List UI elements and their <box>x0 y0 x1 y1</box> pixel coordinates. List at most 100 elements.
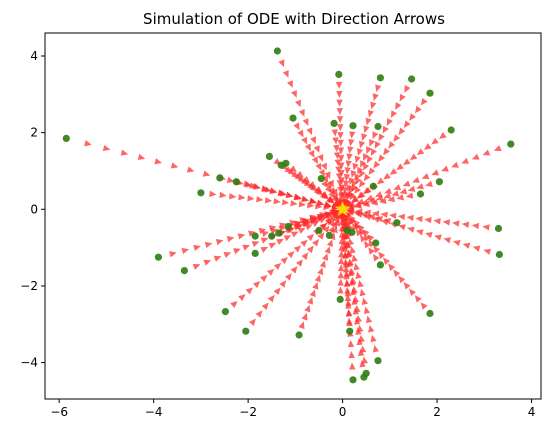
direction-arrow <box>256 196 264 203</box>
initial-point <box>335 70 343 78</box>
direction-arrow <box>343 270 350 278</box>
direction-arrow <box>362 187 371 195</box>
direction-arrow <box>405 192 414 199</box>
direction-arrow <box>355 327 362 335</box>
direction-arrow <box>345 299 352 307</box>
direction-arrow <box>322 253 329 261</box>
direction-arrow <box>357 166 364 175</box>
direction-arrow <box>335 200 342 208</box>
direction-arrow <box>317 154 324 162</box>
direction-arrow <box>363 153 369 161</box>
direction-arrow <box>340 214 347 222</box>
direction-arrow <box>350 196 359 204</box>
direction-arrow <box>346 319 353 327</box>
direction-arrow <box>311 220 320 228</box>
direction-arrow <box>316 199 325 206</box>
direction-arrow <box>321 180 328 188</box>
direction-arrow <box>344 289 352 297</box>
initial-point <box>348 228 356 236</box>
direction-arrow <box>238 193 246 201</box>
initial-point <box>360 373 368 381</box>
direction-arrow <box>331 225 338 234</box>
direction-arrow <box>333 152 341 160</box>
direction-arrow <box>238 294 246 302</box>
direction-arrow <box>441 165 449 172</box>
direction-arrow <box>344 167 351 175</box>
direction-arrow <box>356 148 364 156</box>
direction-arrow <box>242 244 251 251</box>
direction-arrow <box>345 160 352 168</box>
direction-arrow <box>245 287 254 295</box>
direction-arrow <box>293 122 300 131</box>
direction-arrow <box>364 240 371 249</box>
direction-arrow <box>261 230 270 237</box>
direction-arrow <box>260 237 269 244</box>
direction-arrow <box>352 162 359 171</box>
direction-arrow <box>421 173 430 180</box>
initial-point <box>275 229 283 237</box>
initial-point <box>251 249 259 257</box>
direction-arrow <box>366 155 374 164</box>
direction-arrow <box>351 254 358 263</box>
direction-arrow <box>243 180 251 187</box>
direction-arrow <box>423 143 432 150</box>
direction-arrow <box>342 186 349 195</box>
direction-arrow <box>354 173 361 182</box>
direction-arrow <box>368 167 376 175</box>
direction-arrow <box>279 222 287 229</box>
direction-arrow <box>388 141 396 149</box>
direction-arrow <box>192 263 201 270</box>
direction-arrow <box>378 133 385 142</box>
direction-arrow <box>350 170 357 178</box>
initial-point <box>295 331 303 339</box>
direction-arrow <box>363 209 371 216</box>
direction-arrow <box>337 286 344 294</box>
initial-point <box>416 190 425 198</box>
direction-arrow <box>354 222 361 231</box>
direction-arrow <box>373 160 381 169</box>
direction-arrow <box>338 250 345 258</box>
direction-arrow <box>313 145 320 153</box>
direction-arrow <box>306 297 314 305</box>
direction-arrow <box>260 185 269 192</box>
direction-arrow <box>337 147 345 155</box>
direction-arrow <box>361 133 368 141</box>
direction-arrow <box>233 248 241 255</box>
direction-arrow <box>363 162 370 171</box>
direction-arrow <box>337 124 344 132</box>
direction-arrow <box>348 186 355 195</box>
direction-arrow <box>297 227 306 234</box>
direction-arrow <box>406 214 414 222</box>
direction-arrow <box>335 166 342 174</box>
direction-arrow <box>443 237 452 244</box>
direction-arrow <box>399 93 406 102</box>
direction-arrow <box>186 166 195 173</box>
direction-arrow <box>296 259 303 267</box>
initial-point <box>325 231 333 239</box>
direction-arrow <box>343 265 350 273</box>
initial-point <box>216 174 224 182</box>
x-tick-label: 0 <box>339 405 347 419</box>
direction-arrow <box>268 225 277 232</box>
direction-arrow <box>301 312 308 321</box>
direction-arrow <box>383 257 390 265</box>
direction-arrow <box>416 148 425 156</box>
direction-arrow <box>365 117 372 126</box>
direction-arrow <box>395 102 402 110</box>
direction-arrow <box>284 273 292 281</box>
direction-arrow <box>335 172 343 181</box>
initial-point <box>426 309 434 318</box>
direction-arrow <box>393 269 401 278</box>
direction-arrow <box>293 245 302 253</box>
direction-arrow <box>461 157 469 164</box>
initial-point <box>284 222 292 231</box>
direction-arrow <box>248 318 256 326</box>
direction-arrow <box>330 210 338 217</box>
direction-arrow <box>352 307 360 315</box>
direction-arrow <box>409 153 418 161</box>
direction-arrow <box>325 217 334 225</box>
direction-arrow <box>349 362 356 370</box>
direction-arrow <box>367 109 375 118</box>
direction-arrow <box>380 219 389 226</box>
direction-arrow <box>252 182 260 190</box>
